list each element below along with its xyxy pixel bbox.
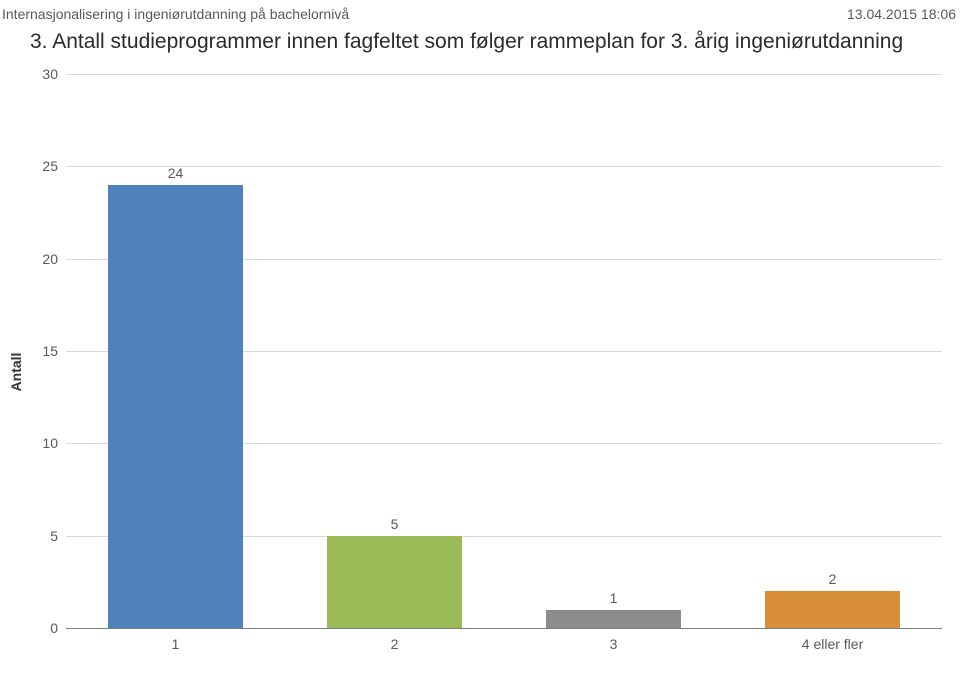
y-tick-label: 30 (18, 66, 58, 82)
y-tick-label: 10 (18, 435, 58, 451)
y-tick-label: 5 (18, 528, 58, 544)
value-label: 2 (723, 571, 942, 587)
chart-title: 3. Antall studieprogrammer innen fagfelt… (30, 30, 903, 54)
plot-area: 24 5 12 (66, 74, 942, 628)
bars-container: 24 5 12 (66, 74, 942, 628)
x-tick-label: 2 (285, 636, 504, 652)
bar (327, 536, 463, 628)
y-tick-label: 0 (18, 620, 58, 636)
x-tick-label: 3 (504, 636, 723, 652)
x-tick-label: 4 eller fler (723, 636, 942, 652)
value-label: 5 (285, 516, 504, 532)
bar (546, 610, 682, 628)
bar-group: 1 (504, 74, 723, 628)
page: Internasjonalisering i ingeniørutdanning… (0, 0, 960, 676)
bar (765, 591, 901, 628)
header-right-timestamp: 13.04.2015 18:06 (847, 6, 956, 22)
bar (108, 185, 244, 628)
y-tick-label: 20 (18, 251, 58, 267)
x-tick-label: 1 (66, 636, 285, 652)
y-tick-label: 15 (18, 343, 58, 359)
bar-chart: Antall 24512 051015202530 1234 eller fle… (10, 74, 950, 670)
header-left-text: Internasjonalisering i ingeniørutdanning… (2, 6, 349, 22)
y-tick-label: 25 (18, 158, 58, 174)
bar-group: 5 (285, 74, 504, 628)
value-label: 24 (66, 165, 285, 181)
bar-group: 2 (723, 74, 942, 628)
gridline (66, 628, 942, 629)
bar-group: 24 (66, 74, 285, 628)
value-label: 1 (504, 590, 723, 606)
